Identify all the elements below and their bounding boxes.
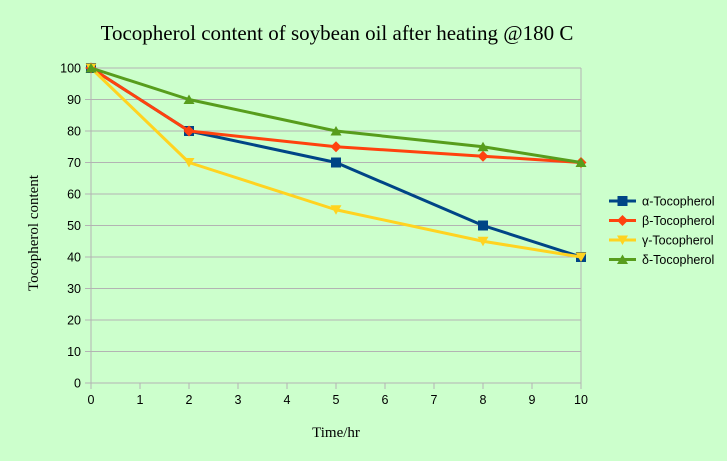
data-point <box>183 158 195 168</box>
y-axis-title: Tocopherol content <box>26 174 42 291</box>
data-point <box>477 141 489 152</box>
legend-swatch-marker <box>617 196 628 206</box>
x-tick-label: 7 <box>431 393 438 407</box>
x-tick-label: 8 <box>480 393 487 407</box>
y-tick-label: 40 <box>67 251 81 265</box>
x-tick-label: 10 <box>574 393 588 407</box>
y-tick-label: 50 <box>67 219 81 233</box>
x-tick-label: 9 <box>529 393 536 407</box>
data-point <box>575 252 587 262</box>
axes: 0 10 20 30 40 50 60 70 80 90 100 0 1 2 3 4 5 6 7 8 9 10 <box>60 62 588 408</box>
y-tick-label: 30 <box>67 282 81 296</box>
y-tick-label: 10 <box>67 345 81 359</box>
x-tick-label: 1 <box>137 393 144 407</box>
series-4 <box>85 63 587 167</box>
y-tick-label: 80 <box>67 125 81 139</box>
legend-label: α-Tocopherol <box>642 195 715 209</box>
y-tick-label: 20 <box>67 314 81 328</box>
data-point <box>330 205 342 215</box>
legend: α-Tocopherol β-Tocopherol γ-Tocopherol δ-To… <box>609 195 715 267</box>
legend-swatch-marker <box>617 235 628 245</box>
data-point <box>478 220 488 231</box>
legend-swatch-marker <box>617 215 628 226</box>
x-tick-label: 5 <box>333 393 340 407</box>
x-tick-label: 3 <box>235 393 242 407</box>
legend-item: β-Tocopherol <box>609 214 715 228</box>
data-point <box>575 157 587 167</box>
series-lines <box>85 62 587 262</box>
x-axis-title: Time/hr <box>312 425 360 441</box>
legend-label: δ-Tocopherol <box>642 253 714 267</box>
legend-swatch-marker <box>617 254 628 264</box>
data-point <box>477 236 489 247</box>
y-tick-label: 60 <box>67 188 81 202</box>
legend-label: β-Tocopherol <box>642 214 715 228</box>
y-tick-label: 70 <box>67 156 81 170</box>
legend-item: α-Tocopherol <box>609 195 715 209</box>
data-point <box>330 126 342 136</box>
data-point <box>183 94 195 104</box>
legend-item: γ-Tocopherol <box>609 234 714 248</box>
data-point <box>477 150 489 162</box>
data-point <box>331 157 341 168</box>
x-tick-label: 4 <box>284 393 291 407</box>
chart-title: Tocopherol content of soybean oil after … <box>101 21 574 45</box>
x-tick-label: 2 <box>186 393 193 407</box>
data-point <box>85 63 97 73</box>
legend-item: δ-Tocopherol <box>609 253 714 267</box>
data-point <box>330 141 342 153</box>
data-point <box>183 125 195 137</box>
legend-label: γ-Tocopherol <box>642 234 714 248</box>
x-tick-label: 0 <box>88 393 95 407</box>
y-tick-label: 0 <box>74 377 81 391</box>
y-tick-label: 100 <box>60 62 81 76</box>
y-tick-label: 90 <box>67 93 81 107</box>
x-tick-label: 6 <box>382 393 389 407</box>
